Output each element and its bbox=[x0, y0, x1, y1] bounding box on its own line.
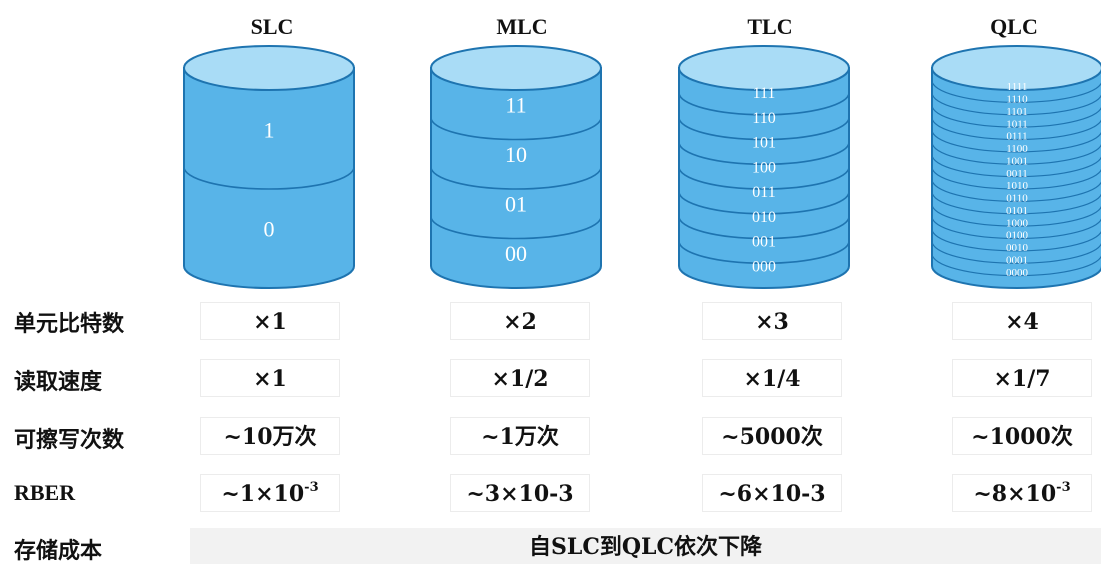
row-label-rber: RBER bbox=[14, 480, 76, 505]
level-label: 110 bbox=[752, 110, 775, 127]
level-divider bbox=[430, 166, 602, 190]
level-label: 0010 bbox=[1006, 242, 1029, 254]
row-label-pe-cycles: 可擦写次数 bbox=[14, 428, 125, 453]
level-label: 1101 bbox=[1006, 106, 1028, 118]
level-divider bbox=[931, 92, 1101, 116]
level-label: 11 bbox=[505, 93, 526, 118]
level-divider bbox=[931, 80, 1101, 103]
level-label: 000 bbox=[752, 258, 776, 275]
level-divider bbox=[931, 166, 1101, 190]
level-label: 0 bbox=[264, 216, 275, 241]
cylinder-body bbox=[183, 67, 355, 289]
cylinder-top bbox=[678, 45, 850, 91]
level-divider bbox=[678, 117, 850, 141]
level-label: 0011 bbox=[1006, 168, 1028, 180]
read-speed-qlc: ×1/7 bbox=[952, 359, 1092, 397]
pe-cycles-slc: ~10万次 bbox=[200, 417, 340, 455]
level-divider bbox=[678, 142, 850, 166]
read-speed-mlc: ×1/2 bbox=[450, 359, 590, 397]
level-divider bbox=[678, 92, 850, 116]
level-label: 0000 bbox=[1006, 267, 1029, 279]
level-label: 011 bbox=[752, 184, 775, 201]
level-divider bbox=[430, 117, 602, 141]
level-divider bbox=[931, 241, 1101, 264]
level-divider bbox=[678, 166, 850, 190]
level-divider bbox=[931, 105, 1101, 128]
level-label: 1100 bbox=[1006, 143, 1028, 155]
read-speed-slc: ×1 bbox=[200, 359, 340, 397]
level-label: 1 bbox=[264, 117, 275, 142]
cylinder-body bbox=[931, 67, 1101, 289]
level-divider bbox=[931, 204, 1101, 227]
level-divider bbox=[931, 191, 1101, 215]
level-divider bbox=[183, 166, 355, 190]
level-divider bbox=[931, 179, 1101, 202]
slc-cylinder: 10 bbox=[183, 45, 355, 289]
level-divider bbox=[678, 241, 850, 265]
level-label: 010 bbox=[752, 209, 776, 226]
level-divider bbox=[931, 154, 1101, 178]
level-label: 0100 bbox=[1006, 230, 1029, 242]
cylinder-top bbox=[430, 45, 602, 91]
column-title-tlc: TLC bbox=[747, 14, 793, 39]
level-divider bbox=[931, 216, 1101, 240]
level-divider bbox=[931, 228, 1101, 252]
rber-qlc: ~8×10-3 bbox=[952, 474, 1092, 512]
pe-cycles-tlc: ~5000次 bbox=[702, 417, 842, 455]
qlc-cylinder: 1111111011011011011111001001001110100110… bbox=[931, 45, 1101, 289]
level-label: 00 bbox=[505, 241, 527, 266]
level-divider bbox=[931, 129, 1101, 153]
pe-cycles-qlc: ~1000次 bbox=[952, 417, 1092, 455]
level-label: 10 bbox=[505, 142, 527, 167]
level-label: 101 bbox=[752, 135, 776, 152]
level-divider bbox=[678, 216, 850, 240]
level-label: 01 bbox=[505, 192, 527, 217]
row-label-bits-per-cell: 单元比特数 bbox=[14, 312, 125, 337]
level-label: 0111 bbox=[1006, 131, 1027, 143]
cylinder-top bbox=[931, 45, 1101, 91]
row-label-read-speed: 读取速度 bbox=[14, 370, 103, 395]
mlc-cylinder: 11 10 01 00 bbox=[430, 45, 602, 289]
tlc-cylinder: 111 110 101 100 011 010 001 000 bbox=[678, 45, 850, 289]
rber-mlc: ~3×10-3 bbox=[450, 474, 590, 512]
level-label: 0001 bbox=[1006, 254, 1028, 266]
level-label: 1000 bbox=[1006, 217, 1029, 229]
level-label: 1011 bbox=[1006, 118, 1028, 130]
level-divider bbox=[931, 253, 1101, 277]
level-label: 1110 bbox=[1006, 94, 1028, 106]
level-label: 001 bbox=[752, 234, 776, 251]
bits-per-cell-mlc: ×2 bbox=[450, 302, 590, 340]
level-label: 1001 bbox=[1006, 155, 1028, 167]
pe-cycles-mlc: ~1万次 bbox=[450, 417, 590, 455]
level-label: 0101 bbox=[1006, 205, 1028, 217]
row-label-storage-cost: 存储成本 bbox=[14, 539, 103, 564]
level-divider bbox=[678, 191, 850, 215]
level-divider bbox=[430, 216, 602, 240]
bits-per-cell-tlc: ×3 bbox=[702, 302, 842, 340]
bits-per-cell-slc: ×1 bbox=[200, 302, 340, 340]
level-divider bbox=[931, 142, 1101, 165]
level-label: 0110 bbox=[1006, 193, 1028, 205]
level-label: 1111 bbox=[1007, 81, 1028, 93]
storage-cost-bar: 自SLC到QLC依次下降 bbox=[190, 528, 1101, 564]
level-label: 100 bbox=[752, 159, 776, 176]
level-label: 111 bbox=[753, 85, 776, 102]
read-speed-tlc: ×1/4 bbox=[702, 359, 842, 397]
column-title-qlc: QLC bbox=[990, 14, 1038, 39]
rber-tlc: ~6×10-3 bbox=[702, 474, 842, 512]
cylinder-body bbox=[678, 67, 850, 289]
level-divider bbox=[931, 117, 1101, 141]
level-label: 1010 bbox=[1006, 180, 1029, 192]
column-title-slc: SLC bbox=[250, 14, 294, 39]
cylinder-top bbox=[183, 45, 355, 91]
column-title-mlc: MLC bbox=[496, 14, 548, 39]
cylinder-body bbox=[430, 67, 602, 289]
rber-slc: ~1×10-3 bbox=[200, 474, 340, 512]
bits-per-cell-qlc: ×4 bbox=[952, 302, 1092, 340]
